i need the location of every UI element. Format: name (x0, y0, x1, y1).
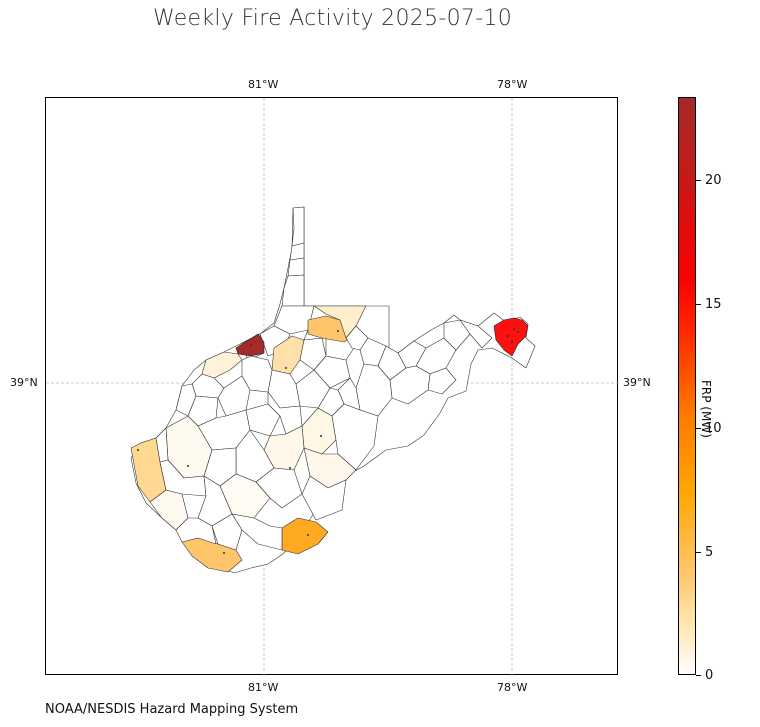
map-title: Weekly Fire Activity 2025-07-10 (152, 6, 513, 31)
colorbar-label-20: 20 (705, 173, 722, 188)
county-monroe (301, 475, 347, 521)
fire-dot (507, 335, 509, 337)
county-mcdowell-east (211, 513, 243, 551)
county-pendleton (389, 365, 431, 405)
county-pocahontas (331, 403, 379, 471)
colorbar-tick-15 (696, 304, 701, 305)
fire-dot (223, 552, 225, 554)
county-logan (159, 459, 207, 497)
county-ohio (287, 257, 305, 277)
county-jefferson (493, 317, 529, 357)
fire-dot (285, 367, 287, 369)
colorbar-label-10: 10 (705, 421, 722, 436)
county-doddridge (299, 337, 327, 371)
fire-dot (511, 341, 513, 343)
fire-detections (137, 328, 519, 554)
lat-label-left-39: 39°N (10, 376, 38, 389)
county-marshall (281, 274, 305, 307)
colorbar-tick-10 (696, 428, 701, 429)
county-mcdowell-north (175, 517, 217, 545)
colorbar-tick-0 (696, 675, 701, 676)
county-wetzel (273, 305, 315, 335)
lon-label-bottom-81: 81°W (248, 681, 279, 694)
lon-label-top-78: 78°W (497, 78, 528, 91)
fire-dot (337, 330, 339, 332)
colorbar-label-5: 5 (705, 545, 714, 560)
county-mercer (281, 517, 329, 555)
attribution: NOAA/NESDIS Hazard Mapping System (45, 702, 299, 717)
colorbar-title: FRP (MW) (699, 380, 713, 438)
fire-dot (513, 328, 515, 330)
county-berkeley (459, 319, 493, 349)
fire-dot (137, 449, 139, 451)
colorbar-label-0: 0 (705, 668, 714, 683)
county-clay (245, 403, 281, 437)
fire-dot (250, 344, 252, 346)
county-mercer-west (231, 513, 283, 551)
county-morgan (443, 319, 471, 351)
county-hancock (291, 206, 305, 247)
colorbar-tick-5 (696, 552, 701, 553)
colorbar-tick-20 (696, 180, 701, 181)
colorbar (678, 97, 696, 675)
colorbar-label-15: 15 (705, 297, 722, 312)
lon-label-bottom-78: 78°W (497, 681, 528, 694)
fire-dot (320, 435, 322, 437)
fire-dot (187, 465, 189, 467)
lat-label-right-39: 39°N (623, 376, 651, 389)
fire-dot (307, 534, 309, 536)
lon-label-top-81: 81°W (248, 78, 279, 91)
map-canvas (46, 98, 619, 676)
map-panel[interactable] (45, 97, 619, 676)
fire-dot (517, 331, 519, 333)
fire-dot (289, 467, 291, 469)
